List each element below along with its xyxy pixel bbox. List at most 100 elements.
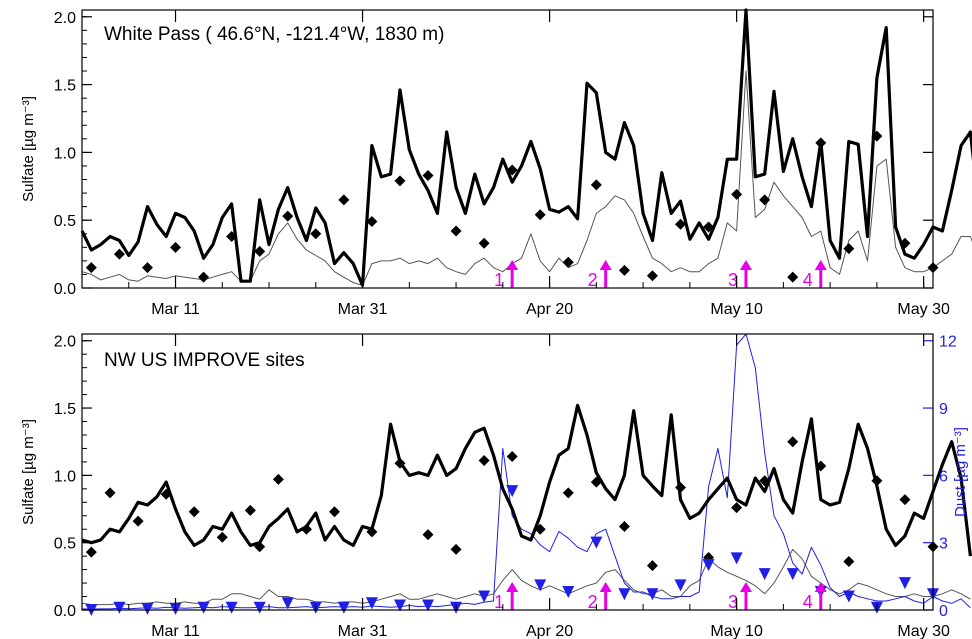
white-pass-event-arrow-head [599,260,612,270]
white-pass-observed-sulfate-point [113,248,125,260]
improve-observed-sulfate-point [132,515,144,527]
improve-observed-sulfate-point [254,541,266,553]
improve-plot-frame [81,333,934,611]
white-pass-y-axis-label: Sulfate [µg m⁻³] [20,96,37,202]
white-pass-observed-sulfate-point [254,245,266,257]
improve-site-label: NW US IMPROVE sites [104,350,305,371]
improve-x-tick-label: May 30 [897,623,950,639]
improve-observed-dust-point [197,601,210,614]
improve-observed-dust-point [113,601,126,614]
improve-observed-dust-point [618,588,631,601]
white-pass-plot-frame [81,9,934,289]
improve-observed-dust-point [393,599,406,612]
improve-x-tick-label: Mar 11 [151,623,200,639]
white-pass-model-total-line [80,8,972,287]
improve-observed-sulfate-point [366,526,378,538]
improve-observed-sulfate-point [104,487,116,499]
improve-observed-dust-point [646,588,659,601]
improve-model-total-line [81,403,972,557]
improve-observed-sulfate-point [787,436,799,448]
dust-y-axis-label: Dust [µg m⁻³] [952,427,969,517]
improve-dust-line-line [81,333,971,610]
improve-observed-sulfate-point [188,506,200,518]
improve-observed-sulfate-point [899,494,911,506]
improve-observed-dust-point [253,601,266,614]
white-pass-observed-sulfate-point [141,262,153,274]
improve-observed-sulfate-point [759,475,771,487]
white-pass-observed-sulfate-point [646,270,658,282]
improve-observed-sulfate-point [562,487,574,499]
white-pass-observed-sulfate-point [478,237,490,249]
white-pass-observed-sulfate-point [899,237,911,249]
improve-y-tick-label: 0.5 [54,536,76,553]
improve-event-arrow-head [506,582,519,592]
white-pass-observed-sulfate-point [226,230,238,242]
white-pass-observed-sulfate-point [534,209,546,221]
improve-observed-sulfate-point [85,546,97,558]
white-pass-x-tick-label: Apr 20 [526,301,573,318]
improve-event-arrow-head [599,582,612,592]
white-pass-observed-sulfate-point [562,256,574,268]
white-pass-x-tick-label: May 30 [897,301,950,318]
improve-observed-dust-point [786,568,799,581]
dust-y-tick-label: 9 [939,401,948,418]
improve-observed-dust-point [281,597,294,610]
improve-observed-sulfate-point [731,502,743,514]
improve-observed-sulfate-point [328,506,340,518]
dust-y-tick-label: 6 [939,468,948,485]
white-pass-observed-sulfate-point [394,175,406,187]
white-pass-observed-sulfate-point [198,271,210,283]
white-pass-model-component-line [81,70,972,286]
white-pass-observed-sulfate-point [759,194,771,206]
white-pass-observed-sulfate-point [338,194,350,206]
white-pass-observed-sulfate-point [843,243,855,255]
improve-event-label: 3 [728,592,738,612]
improve-observed-dust-point [141,602,154,615]
white-pass-series-layer [80,8,972,287]
improve-observed-dust-point [506,485,519,498]
white-pass-y-tick-label: 0.0 [54,281,76,298]
improve-observed-dust-point [478,590,491,603]
white-pass-observed-sulfate-point [787,271,799,283]
improve-observed-sulfate-point [675,481,687,493]
dust-y-tick-label: 0 [939,603,948,620]
improve-observed-sulfate-point [394,457,406,469]
white-pass-observed-sulfate-point [618,264,630,276]
improve-observed-sulfate-point [160,488,172,500]
improve-event-arrow-head [739,582,752,592]
white-pass-event-arrow-head [506,260,519,270]
improve-series-layer [81,333,972,616]
improve-y-tick-label: 1.5 [54,401,76,418]
improve-observed-dust-point [534,579,547,592]
improve-observed-sulfate-point [478,455,490,467]
white-pass-observed-sulfate-point [366,216,378,228]
white-pass-event-arrow-head [814,260,827,270]
white-pass-panel: 1 2 3 4 0.0 0.5 1.0 1.5 2.0 Mar 11 Mar 31 Apr 20 Ma… [20,8,972,318]
improve-observed-sulfate-point [300,523,312,535]
improve-observed-dust-point [590,536,603,549]
improve-observed-sulfate-point [815,460,827,472]
improve-observed-dust-point [562,586,575,599]
white-pass-y-tick-label: 1.0 [54,145,76,162]
improve-observed-sulfate-point [618,521,630,533]
improve-observed-dust-point [898,577,911,590]
dust-y-tick-label: 3 [939,536,948,553]
improve-y-tick-label: 2.0 [54,334,76,351]
improve-y-axis-label: Sulfate [µg m⁻³] [20,419,37,525]
improve-observed-sulfate-point [216,531,228,543]
white-pass-x-tick-label: Mar 31 [338,301,388,318]
improve-event-label: 2 [588,592,598,612]
white-pass-x-tick-label: Mar 11 [151,301,200,318]
improve-observed-sulfate-point [422,529,434,541]
improve-x-tick-label: Mar 31 [338,623,388,639]
improve-event-markers: 1 2 3 4 [494,582,827,612]
improve-observed-sulfate-point [272,473,284,485]
white-pass-axes: 0.0 0.5 1.0 1.5 2.0 Mar 11 Mar 31 Apr 20 May 10 M… [54,10,950,318]
improve-x-tick-label: May 10 [710,623,763,639]
improve-event-label: 1 [494,592,504,612]
white-pass-y-tick-label: 0.5 [54,213,76,230]
improve-observed-dust-point [422,599,435,612]
white-pass-x-tick-label: May 10 [710,301,763,318]
improve-model-component-line [81,548,971,606]
